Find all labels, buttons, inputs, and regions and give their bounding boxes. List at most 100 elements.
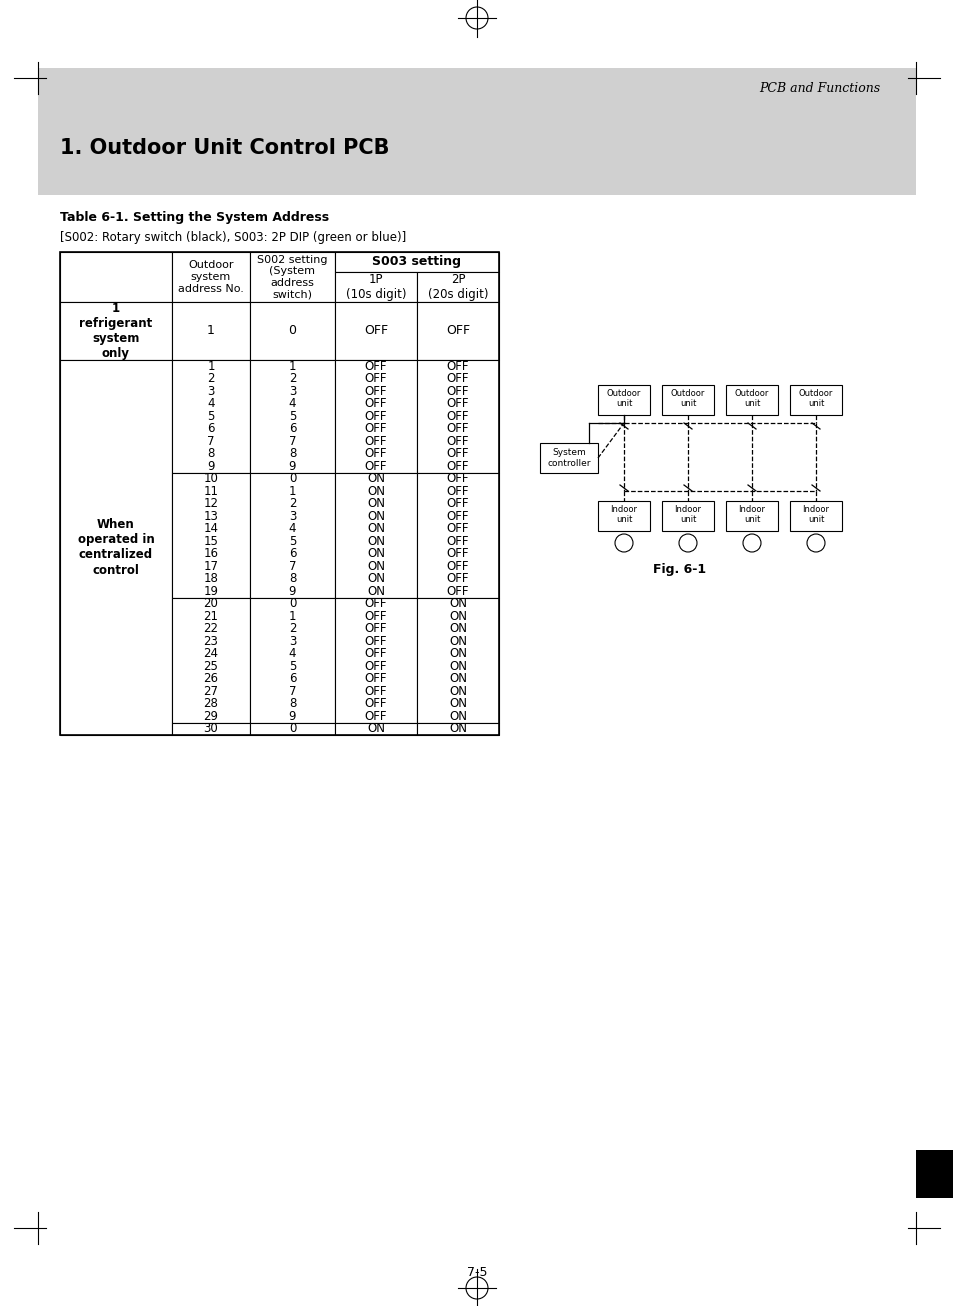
- Text: 5: 5: [207, 410, 214, 423]
- Text: 5: 5: [289, 534, 295, 547]
- Text: OFF: OFF: [446, 372, 469, 385]
- Text: 21: 21: [203, 610, 218, 623]
- Text: 10: 10: [203, 473, 218, 486]
- Bar: [416, 473, 498, 598]
- Text: 8: 8: [289, 447, 295, 460]
- Text: 1: 1: [289, 610, 296, 623]
- Text: 1: 1: [289, 359, 296, 372]
- Text: 7-5: 7-5: [466, 1266, 487, 1279]
- Text: [S002: Rotary switch (black), S003: 2P DIP (green or blue)]: [S002: Rotary switch (black), S003: 2P D…: [60, 231, 406, 244]
- Text: 27: 27: [203, 684, 218, 697]
- Text: OFF: OFF: [446, 522, 469, 535]
- Text: ON: ON: [367, 722, 385, 735]
- Bar: [60, 252, 498, 735]
- Text: OFF: OFF: [363, 324, 388, 337]
- Text: ON: ON: [367, 560, 385, 573]
- Text: 4: 4: [289, 648, 296, 661]
- Bar: [416, 272, 498, 302]
- Text: ON: ON: [449, 673, 467, 686]
- Text: unit: unit: [807, 400, 823, 409]
- Text: OFF: OFF: [446, 509, 469, 522]
- Bar: [172, 473, 250, 598]
- Text: ON: ON: [449, 610, 467, 623]
- Text: 1: 1: [289, 485, 296, 498]
- Bar: [416, 360, 498, 473]
- Text: ON: ON: [449, 660, 467, 673]
- Text: unit: unit: [679, 516, 696, 525]
- Text: 20: 20: [203, 597, 218, 610]
- Bar: [172, 302, 250, 360]
- Bar: [60, 360, 172, 735]
- Text: 4: 4: [207, 397, 214, 410]
- Bar: [915, 1151, 953, 1198]
- Text: 14: 14: [203, 522, 218, 535]
- Text: ON: ON: [449, 697, 467, 710]
- Text: 1. Outdoor Unit Control PCB: 1. Outdoor Unit Control PCB: [60, 138, 389, 158]
- Text: 9: 9: [289, 709, 296, 722]
- Text: Outdoor: Outdoor: [798, 388, 832, 397]
- Text: 2: 2: [289, 622, 296, 635]
- Bar: [661, 502, 713, 532]
- Text: OFF: OFF: [364, 410, 387, 423]
- Text: 17: 17: [203, 560, 218, 573]
- Text: OFF: OFF: [446, 534, 469, 547]
- Bar: [539, 443, 598, 473]
- Text: 1: 1: [207, 324, 214, 337]
- Text: ON: ON: [367, 585, 385, 598]
- Text: OFF: OFF: [446, 397, 469, 410]
- Text: 7: 7: [289, 560, 296, 573]
- Text: ON: ON: [367, 509, 385, 522]
- Bar: [250, 598, 335, 722]
- Text: ON: ON: [449, 684, 467, 697]
- Text: S003 setting: S003 setting: [372, 256, 461, 269]
- Text: unit: unit: [616, 400, 632, 409]
- Text: 4: 4: [289, 397, 296, 410]
- Text: OFF: OFF: [446, 473, 469, 486]
- Text: 3: 3: [289, 509, 295, 522]
- Bar: [335, 252, 498, 272]
- Bar: [38, 68, 915, 195]
- Text: System
controller: System controller: [547, 448, 590, 468]
- Bar: [250, 302, 335, 360]
- Text: OFF: OFF: [446, 498, 469, 511]
- Bar: [250, 360, 335, 473]
- Text: 15: 15: [203, 534, 218, 547]
- Text: OFF: OFF: [364, 673, 387, 686]
- Text: OFF: OFF: [446, 460, 469, 473]
- Text: S002 setting
(System
address
switch): S002 setting (System address switch): [257, 255, 328, 299]
- Text: 6: 6: [289, 422, 296, 435]
- Bar: [335, 722, 416, 735]
- Text: OFF: OFF: [446, 435, 469, 448]
- Text: unit: unit: [743, 516, 760, 525]
- Bar: [598, 385, 649, 415]
- Text: 6: 6: [207, 422, 214, 435]
- Text: ON: ON: [449, 635, 467, 648]
- Text: 6: 6: [289, 673, 296, 686]
- Text: 25: 25: [203, 660, 218, 673]
- Text: ON: ON: [449, 709, 467, 722]
- Text: OFF: OFF: [364, 372, 387, 385]
- Text: OFF: OFF: [446, 447, 469, 460]
- Text: 1: 1: [207, 359, 214, 372]
- Text: OFF: OFF: [364, 359, 387, 372]
- Text: ON: ON: [449, 622, 467, 635]
- Text: Indoor: Indoor: [610, 504, 637, 513]
- Text: unit: unit: [679, 400, 696, 409]
- Text: OFF: OFF: [446, 547, 469, 560]
- Text: unit: unit: [807, 516, 823, 525]
- Text: OFF: OFF: [445, 324, 470, 337]
- Text: 2: 2: [289, 498, 296, 511]
- Bar: [335, 272, 416, 302]
- Text: 2: 2: [289, 372, 296, 385]
- Text: 2P
(20s digit): 2P (20s digit): [427, 273, 488, 300]
- Text: 3: 3: [289, 385, 295, 398]
- Text: 8: 8: [207, 447, 214, 460]
- Text: OFF: OFF: [364, 397, 387, 410]
- Text: ON: ON: [367, 572, 385, 585]
- Text: 5: 5: [289, 410, 295, 423]
- Text: When
operated in
centralized
control: When operated in centralized control: [77, 518, 154, 576]
- Text: OFF: OFF: [364, 635, 387, 648]
- Text: 0: 0: [289, 722, 295, 735]
- Bar: [598, 502, 649, 532]
- Text: OFF: OFF: [364, 422, 387, 435]
